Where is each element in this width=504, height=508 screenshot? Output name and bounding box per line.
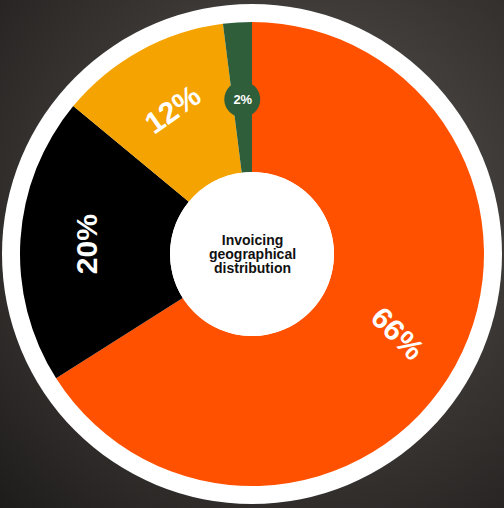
svg-text:12%: 12%	[138, 78, 206, 139]
svg-text:2%: 2%	[233, 92, 252, 107]
svg-text:Invoicinggeographicaldistribut: Invoicinggeographicaldistribution	[209, 232, 296, 276]
svg-text:66%: 66%	[365, 300, 431, 366]
svg-text:20%: 20%	[70, 214, 103, 274]
